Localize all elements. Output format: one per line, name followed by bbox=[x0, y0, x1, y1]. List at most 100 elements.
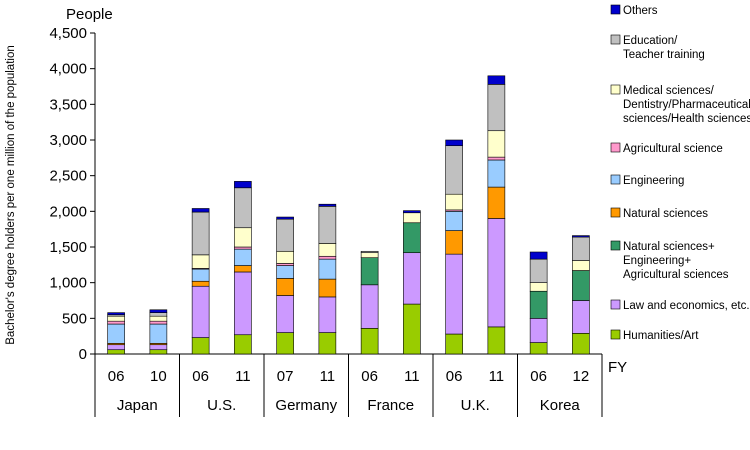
year-label: 07 bbox=[277, 368, 294, 385]
group-label: France bbox=[367, 397, 414, 414]
legend-swatch bbox=[610, 207, 621, 218]
bar-segment bbox=[445, 253, 463, 335]
legend-label: Medical sciences/Dentistry/Pharmaceutica… bbox=[623, 85, 750, 125]
bar-segment bbox=[572, 333, 590, 355]
legend-swatch bbox=[610, 240, 621, 251]
legend-swatch bbox=[610, 34, 621, 45]
bar-segment bbox=[149, 349, 168, 355]
bar-segment bbox=[234, 265, 252, 273]
bar-segment bbox=[276, 218, 294, 252]
bar-segment bbox=[403, 222, 421, 254]
bar-segment bbox=[403, 210, 421, 214]
bar-segment bbox=[276, 332, 294, 355]
axes: 0 500 1,000 1,500 2,000 2,500 3,000 3,500 4,000 4… bbox=[49, 25, 602, 363]
bar-segment bbox=[529, 318, 548, 343]
bar-segment bbox=[107, 315, 125, 322]
bar-segment bbox=[572, 300, 590, 334]
legend-label: Law and economics, etc. bbox=[623, 300, 750, 312]
bar-segment bbox=[529, 290, 548, 319]
bar-segment bbox=[529, 251, 548, 260]
bar-segment bbox=[107, 344, 125, 351]
year-label: 11 bbox=[320, 368, 336, 385]
year-label: 06 bbox=[108, 368, 125, 385]
bar-segment bbox=[360, 250, 379, 254]
bar-segment bbox=[445, 230, 463, 255]
legend-label: Others bbox=[623, 5, 658, 17]
x-unit-label: FY bbox=[608, 359, 627, 376]
bar-segment bbox=[445, 333, 463, 355]
bar-segment bbox=[572, 260, 590, 271]
group-label: Germany bbox=[275, 397, 337, 414]
bar-segment bbox=[276, 263, 294, 266]
bar-segment bbox=[487, 186, 506, 219]
bar-segment bbox=[276, 216, 294, 220]
bar-segment bbox=[234, 334, 252, 355]
legend-swatch bbox=[610, 299, 621, 310]
bar-segment bbox=[234, 271, 252, 336]
bar-segment bbox=[487, 84, 506, 132]
bars bbox=[107, 75, 590, 355]
y-tick-label: 4,500 bbox=[49, 25, 87, 42]
bar-segment bbox=[276, 250, 294, 264]
bar-segment bbox=[149, 309, 168, 313]
legend-label: Engineering bbox=[623, 175, 684, 187]
legend-label: Natural sciences bbox=[623, 208, 708, 220]
bar-segment bbox=[191, 208, 210, 213]
year-label: 06 bbox=[530, 368, 547, 385]
bar-segment bbox=[487, 156, 506, 161]
bar-segment bbox=[360, 328, 379, 355]
bar-segment bbox=[318, 278, 337, 298]
bar-segment bbox=[529, 258, 548, 283]
y-tick-label: 2,500 bbox=[49, 168, 87, 185]
year-label: 06 bbox=[361, 368, 378, 385]
bar-segment bbox=[445, 145, 463, 195]
legend-label: Education/Teacher training bbox=[623, 35, 705, 61]
year-label: 06 bbox=[192, 368, 209, 385]
bar-segment bbox=[234, 187, 252, 229]
group-label: Korea bbox=[540, 397, 581, 414]
group-label: Japan bbox=[117, 397, 158, 414]
bar-segment bbox=[487, 75, 506, 85]
bar-segment bbox=[107, 312, 125, 316]
legend-swatch bbox=[610, 84, 621, 95]
bar-segment bbox=[191, 337, 210, 355]
bar-segment bbox=[318, 258, 337, 280]
bar-segment bbox=[318, 243, 337, 257]
bar-segment bbox=[318, 203, 337, 207]
legend: Others Education/Teacher training Medical … bbox=[610, 4, 750, 342]
bar-segment bbox=[191, 211, 210, 256]
bar-segment bbox=[149, 344, 168, 351]
y-axis-title: Bachelor's degree holders per one millio… bbox=[5, 45, 17, 344]
year-label: 10 bbox=[150, 368, 167, 385]
bar-segment bbox=[234, 181, 252, 189]
bar-segment bbox=[191, 285, 210, 338]
year-label: 11 bbox=[404, 368, 420, 385]
y-tick-label: 4,000 bbox=[49, 61, 87, 78]
bar-segment bbox=[403, 303, 421, 355]
bar-segment bbox=[360, 284, 379, 329]
bar-segment bbox=[234, 246, 252, 250]
y-tick-label: 3,500 bbox=[49, 96, 87, 113]
y-tick-label: 3,000 bbox=[49, 132, 87, 149]
bar-segment bbox=[318, 206, 337, 244]
bar-segment bbox=[529, 282, 548, 292]
bar-segment bbox=[572, 270, 590, 301]
bar-segment bbox=[191, 280, 210, 287]
bar-segment bbox=[149, 320, 168, 325]
bar-segment bbox=[445, 193, 463, 211]
bar-segment bbox=[318, 255, 337, 260]
y-unit-label: People bbox=[66, 6, 113, 23]
bar-segment bbox=[149, 312, 168, 317]
legend-label: Humanities/Art bbox=[623, 330, 699, 342]
year-label: 11 bbox=[235, 368, 251, 385]
year-label: 06 bbox=[446, 368, 463, 385]
year-label: 12 bbox=[573, 368, 590, 385]
bar-segment bbox=[276, 278, 294, 296]
legend-swatch bbox=[610, 174, 621, 185]
bar-segment bbox=[487, 130, 506, 158]
bar-segment bbox=[572, 235, 590, 238]
y-tick-label: 0 bbox=[79, 346, 87, 363]
bar-segment bbox=[360, 257, 379, 286]
legend-swatch bbox=[610, 4, 621, 15]
